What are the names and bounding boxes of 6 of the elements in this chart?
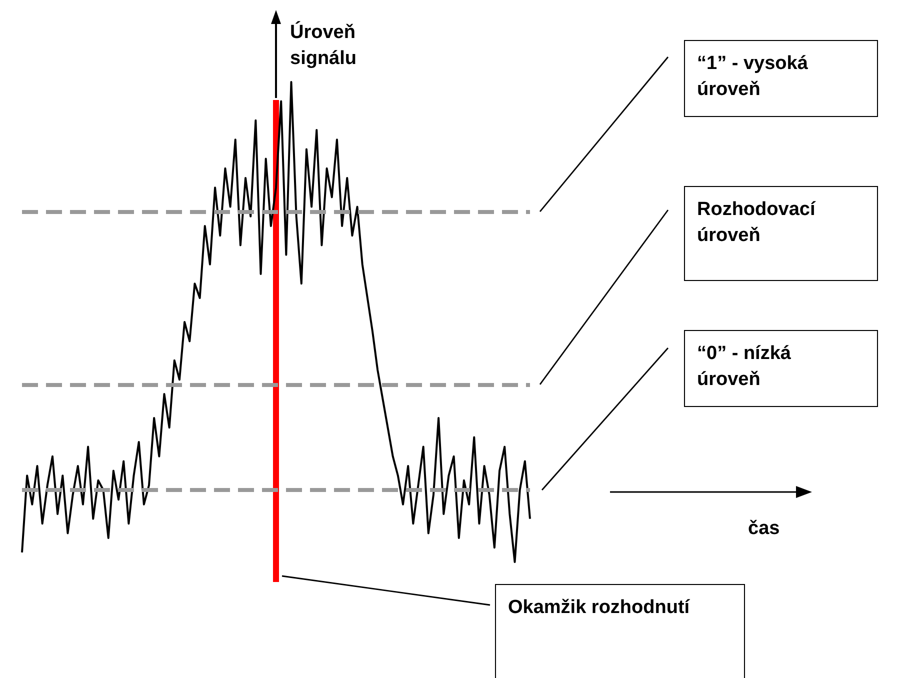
text: Okamžik rozhodnutí [508, 596, 691, 620]
text: Rozhodovací úroveň [697, 198, 817, 248]
y-axis-title: Úroveň signálu [290, 20, 358, 71]
text: “1” - vysoká úroveň [697, 52, 809, 102]
text: čas [748, 517, 780, 541]
text: “0” - nízká úroveň [697, 342, 792, 392]
